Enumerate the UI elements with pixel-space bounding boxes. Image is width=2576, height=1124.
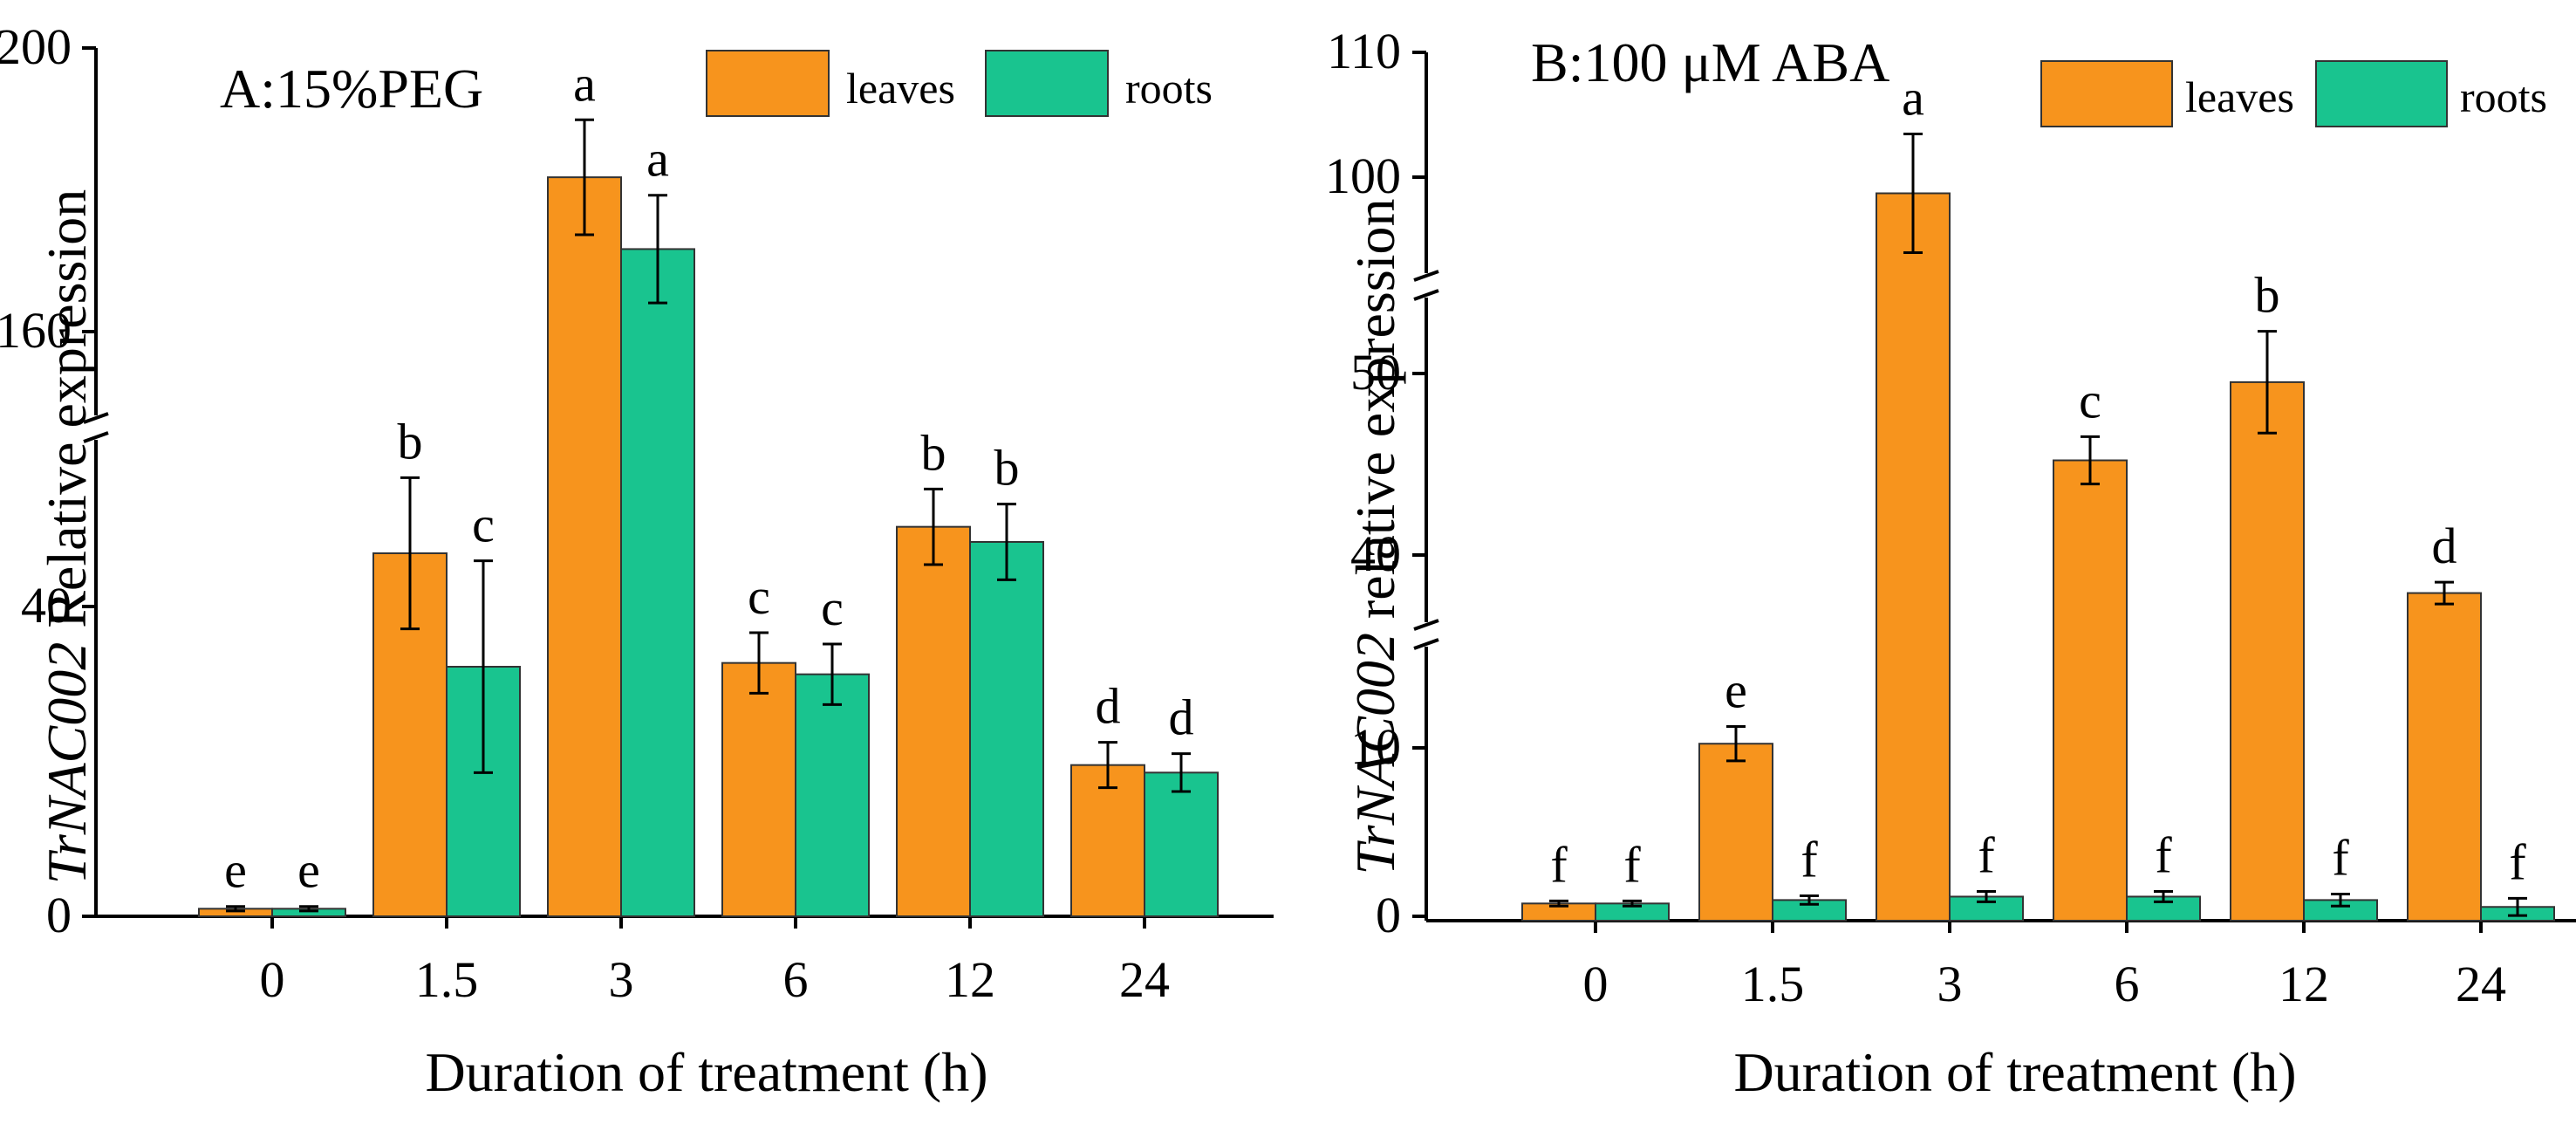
panel-a-significance-letter: b — [398, 413, 423, 469]
panel-a-x-tick-label: 6 — [783, 951, 809, 1008]
panel-b-x-axis-title: Duration of treatment (h) — [1733, 1041, 2296, 1103]
panel-a-legend-roots-label: roots — [1125, 64, 1213, 113]
panel-b-y-tick-label: 100 — [1325, 147, 1401, 204]
panel-a-significance-letter: e — [224, 842, 247, 899]
panel-b-axis-break-mark — [1413, 270, 1439, 282]
panel-b-significance-letter: e — [1725, 662, 1747, 719]
panel-a-significance-letter: d — [1096, 678, 1121, 735]
panel-a-y-tick-label: 0 — [46, 887, 72, 943]
panel-a-y-axis-title: TrNAC002 Relative expression — [36, 189, 98, 884]
panel-a-significance-letter: c — [748, 568, 770, 625]
panel-b-y-tick-label: 0 — [1376, 887, 1401, 943]
panel-b-bar-leaves — [2053, 459, 2128, 922]
panel-a-x-axis-title: Duration of treatment (h) — [425, 1041, 987, 1103]
panel-b-significance-letter: f — [2332, 829, 2349, 886]
panel-b-legend-leaves-label: leaves — [2185, 72, 2294, 121]
panel-a-bar-roots — [795, 673, 870, 918]
panel-b-y-tick-label: 40 — [1350, 525, 1401, 582]
panel-a-legend-leaves-swatch — [706, 50, 830, 117]
panel-a-bar-roots — [1144, 771, 1219, 917]
panel-b-legend-roots-label: roots — [2460, 72, 2547, 121]
panel-b-bar-leaves — [1698, 743, 1773, 922]
panel-b-significance-letter: f — [1550, 836, 1568, 893]
panel-b-legend-roots-swatch — [2315, 60, 2448, 127]
panel-a-significance-letter: c — [472, 497, 495, 553]
panel-b-y-axis-title: TrNAC002 relative expression — [1344, 198, 1406, 874]
panel-b-significance-letter: f — [1623, 836, 1641, 893]
panel-b-x-tick-label: 1.5 — [1741, 956, 1805, 1012]
panel-a-bar-leaves — [1070, 764, 1145, 918]
panel-a-significance-letter: d — [1169, 689, 1194, 746]
panel-b-axis-break-mark — [1413, 619, 1439, 631]
panel-a-significance-letter: b — [921, 424, 946, 481]
panel-a-bar-roots — [969, 541, 1044, 917]
panel-b-significance-letter: f — [2155, 827, 2172, 884]
panel-b-title: B:100 μM ABA — [1531, 31, 1889, 93]
panel-b-significance-letter: f — [2509, 833, 2526, 890]
panel-b-y-tick-label: 10 — [1350, 718, 1401, 775]
panel-b-x-tick-label: 6 — [2115, 956, 2140, 1012]
panel-b-bar-leaves — [2230, 380, 2305, 922]
panel-b-y-tick-label: 50 — [1350, 344, 1401, 401]
panel-b-chart: B:100 μM ABA leaves roots TrNAC002 relat… — [1325, 23, 2576, 1103]
panel-b-axis-break-mark — [1413, 638, 1439, 650]
panel-a-bar-leaves — [896, 525, 971, 918]
panel-a-x-tick-label: 3 — [609, 951, 634, 1008]
panel-a-significance-letter: b — [994, 440, 1020, 497]
panel-b-y-tick-label: 110 — [1327, 23, 1401, 79]
panel-b-axis-break-mark — [1413, 289, 1439, 301]
panel-b-legend-leaves-swatch — [2040, 60, 2173, 127]
panel-b-significance-letter: d — [2432, 517, 2457, 574]
panel-b-x-tick-label: 3 — [1937, 956, 1963, 1012]
panel-a-chart: A:15%PEG leaves roots TrNAC002 Relative … — [0, 18, 1274, 1103]
panel-a-x-tick-label: 0 — [260, 951, 285, 1008]
panel-a-legend-roots-swatch — [985, 50, 1109, 117]
panel-b-x-tick-label: 0 — [1583, 956, 1609, 1012]
panel-b-significance-letter: a — [1902, 70, 1924, 127]
panel-a-y-tick-label: 160 — [0, 302, 72, 359]
panel-b-significance-letter: c — [2079, 372, 2101, 428]
panel-a-bar-leaves — [547, 176, 622, 917]
panel-b-significance-letter: f — [1800, 831, 1818, 888]
panel-b-x-tick-label: 24 — [2456, 956, 2506, 1012]
panel-a-bar-leaves — [721, 661, 796, 918]
panel-a-bar-roots — [620, 248, 695, 917]
panel-b-significance-letter: b — [2255, 267, 2280, 324]
panel-b-significance-letter: f — [1978, 827, 1995, 884]
panel-a-y-tick-label: 200 — [0, 18, 72, 75]
panel-a-x-tick-label: 1.5 — [415, 951, 479, 1008]
panel-a-x-tick-label: 24 — [1119, 951, 1170, 1008]
panel-b-bar-leaves — [1876, 192, 1951, 922]
panel-b-x-tick-label: 12 — [2279, 956, 2329, 1012]
panel-a-axis-break-mark — [83, 412, 109, 424]
panel-a-significance-letter: e — [297, 842, 320, 899]
panel-a-y-tick-label: 40 — [21, 577, 72, 634]
panel-a-axis-break-mark — [83, 431, 109, 443]
panel-b-bar-leaves — [2407, 592, 2482, 922]
panel-a-significance-letter: a — [573, 55, 596, 112]
panel-a-x-tick-label: 12 — [945, 951, 995, 1008]
panel-a-significance-letter: c — [821, 579, 844, 636]
panel-a-significance-letter: a — [646, 131, 669, 188]
panel-a-legend-leaves-label: leaves — [846, 64, 955, 113]
panel-a-title: A:15%PEG — [220, 58, 483, 120]
